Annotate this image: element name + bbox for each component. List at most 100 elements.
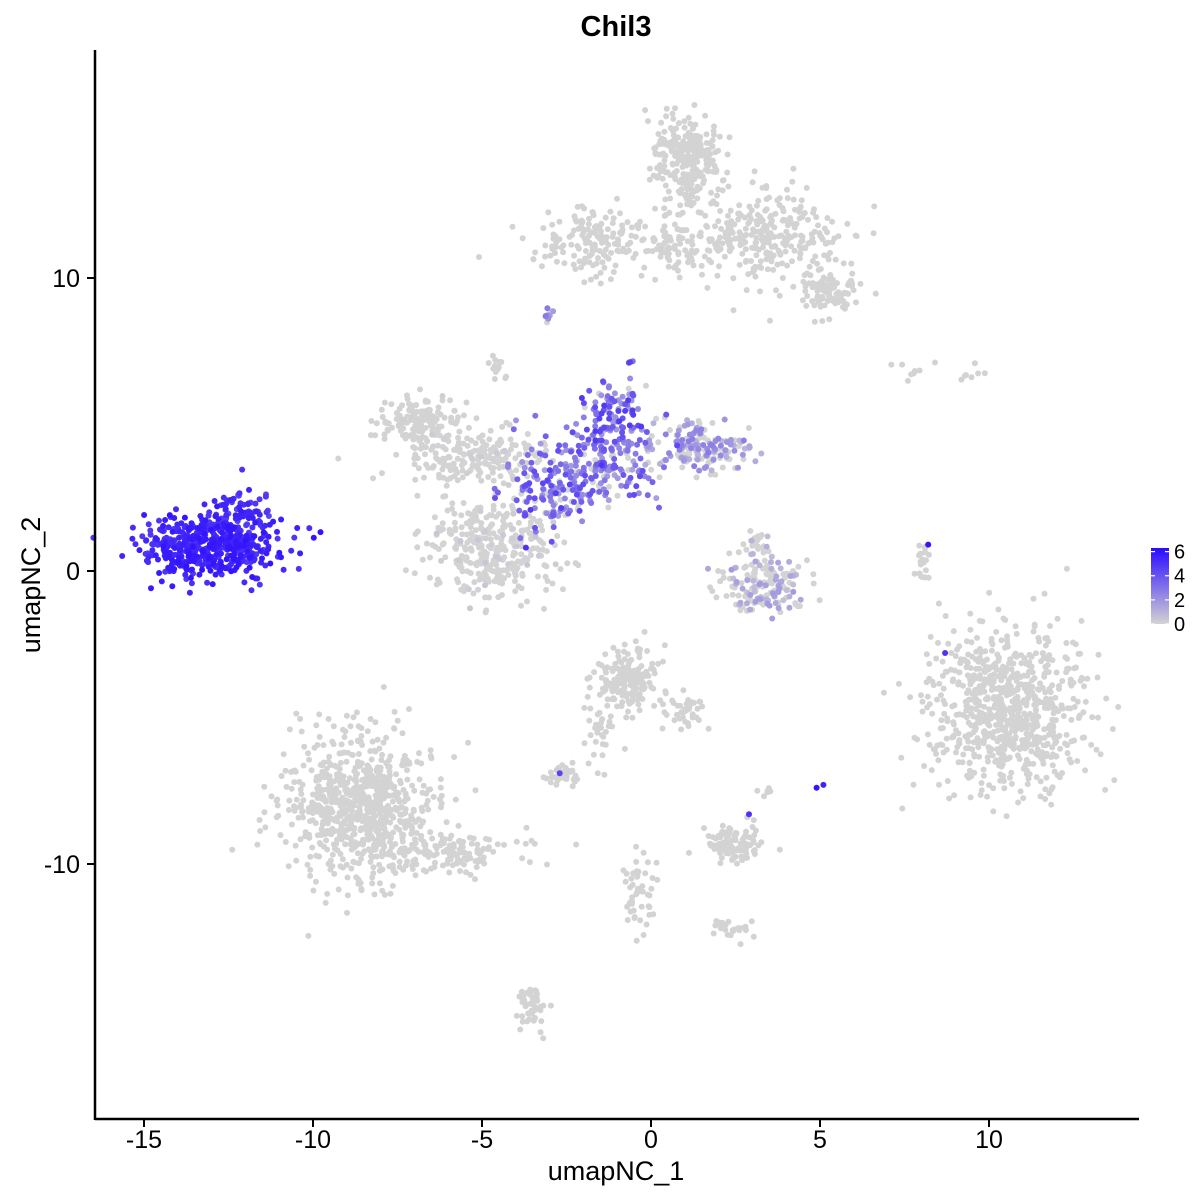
scatter-point xyxy=(455,434,462,441)
scatter-point xyxy=(988,746,995,753)
scatter-point xyxy=(667,195,674,202)
scatter-point xyxy=(714,241,721,247)
scatter-point xyxy=(358,855,364,862)
scatter-point xyxy=(309,844,316,851)
scatter-point xyxy=(1103,695,1110,702)
scatter-point xyxy=(1009,698,1016,705)
scatter-point xyxy=(1004,755,1011,762)
scatter-point xyxy=(967,665,974,671)
scatter-point xyxy=(965,774,972,781)
scatter-point xyxy=(642,870,649,877)
scatter-point xyxy=(969,673,976,680)
scatter-point xyxy=(1047,623,1053,629)
scatter-point xyxy=(482,528,489,535)
scatter-point xyxy=(675,267,681,274)
scatter-point xyxy=(1021,655,1028,662)
scatter-point xyxy=(853,233,860,240)
scatter-point xyxy=(497,567,504,574)
scatter-point xyxy=(1088,741,1095,748)
scatter-point xyxy=(936,680,943,687)
scatter-point xyxy=(660,701,666,708)
scatter-point xyxy=(584,675,591,682)
scatter-point xyxy=(368,756,375,763)
scatter-point xyxy=(415,465,422,472)
scatter-point xyxy=(448,414,455,421)
scatter-point xyxy=(586,387,593,394)
scatter-point xyxy=(498,541,505,547)
scatter-point xyxy=(288,821,295,828)
scatter-point xyxy=(628,232,635,239)
scatter-point xyxy=(372,819,379,826)
scatter-point xyxy=(513,417,519,424)
scatter-point xyxy=(467,545,474,552)
scatter-point xyxy=(410,857,417,864)
scatter-point xyxy=(749,269,756,276)
scatter-point xyxy=(513,543,520,550)
scatter-point xyxy=(472,858,479,864)
scatter-point xyxy=(592,428,599,435)
scatter-point xyxy=(343,861,350,868)
scatter-point xyxy=(773,287,779,294)
scatter-point xyxy=(790,165,797,172)
scatter-point xyxy=(736,202,743,209)
scatter-point xyxy=(738,580,745,586)
scatter-point xyxy=(539,527,546,534)
scatter-point xyxy=(589,209,596,215)
scatter-point xyxy=(789,258,795,265)
scatter-point xyxy=(451,519,458,526)
scatter-point xyxy=(998,637,1005,644)
scatter-point xyxy=(698,152,705,159)
scatter-point xyxy=(427,747,434,754)
scatter-point xyxy=(715,435,722,442)
scatter-point xyxy=(165,524,172,531)
scatter-point xyxy=(421,841,428,848)
scatter-point xyxy=(380,789,387,796)
scatter-point xyxy=(926,701,933,708)
scatter-point xyxy=(522,555,529,561)
scatter-point xyxy=(584,693,591,700)
scatter-point xyxy=(748,207,755,214)
scatter-point xyxy=(709,143,716,150)
scatter-point xyxy=(510,552,517,559)
scatter-point xyxy=(156,517,162,524)
scatter-point xyxy=(633,483,640,490)
scatter-point xyxy=(880,689,887,696)
scatter-point xyxy=(988,635,995,642)
scatter-point xyxy=(935,757,942,764)
scatter-point xyxy=(382,419,389,426)
scatter-point xyxy=(542,433,549,440)
scatter-point xyxy=(1018,681,1025,688)
scatter-point xyxy=(824,229,831,236)
scatter-point xyxy=(796,255,803,262)
scatter-point xyxy=(648,885,655,892)
scatter-point xyxy=(762,582,769,589)
scatter-point xyxy=(751,168,758,175)
scatter-point xyxy=(662,211,669,218)
scatter-point xyxy=(1008,666,1015,673)
scatter-point xyxy=(305,932,312,939)
scatter-point xyxy=(1013,653,1020,660)
scatter-point xyxy=(439,397,446,404)
scatter-point xyxy=(416,425,423,432)
scatter-point xyxy=(347,788,354,795)
scatter-point xyxy=(474,536,481,543)
scatter-point xyxy=(939,672,946,679)
scatter-point xyxy=(472,440,479,447)
scatter-point xyxy=(455,442,462,449)
scatter-point xyxy=(598,437,605,444)
scatter-point xyxy=(422,451,428,458)
scatter-point xyxy=(381,794,388,801)
scatter-point xyxy=(513,1012,520,1019)
scatter-point xyxy=(383,810,390,817)
scatter-point xyxy=(581,260,587,267)
scatter-point xyxy=(223,512,230,519)
scatter-point xyxy=(530,1016,537,1023)
scatter-point xyxy=(691,463,698,470)
scatter-point xyxy=(739,836,746,843)
scatter-point xyxy=(431,852,438,859)
scatter-point xyxy=(640,849,647,856)
scatter-point xyxy=(644,891,651,898)
scatter-point xyxy=(282,839,289,845)
scatter-point xyxy=(816,230,823,237)
scatter-point xyxy=(564,486,571,493)
